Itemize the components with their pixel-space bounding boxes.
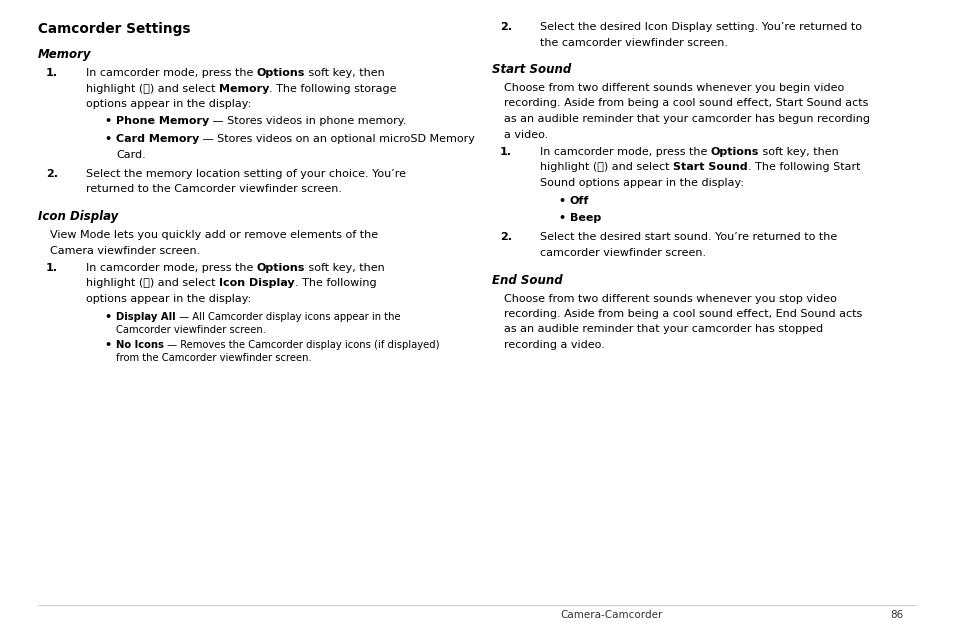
Text: Options: Options xyxy=(256,263,305,273)
Text: In camcorder mode, press the: In camcorder mode, press the xyxy=(86,263,256,273)
Text: Card.: Card. xyxy=(116,149,146,160)
Text: . The following storage: . The following storage xyxy=(269,83,396,93)
Text: highlight (Ⓝ) and select: highlight (Ⓝ) and select xyxy=(86,83,219,93)
Text: from the Camcorder viewfinder screen.: from the Camcorder viewfinder screen. xyxy=(116,353,312,363)
Text: 2.: 2. xyxy=(499,233,512,242)
Text: as an audible reminder that your camcorder has stopped: as an audible reminder that your camcord… xyxy=(503,324,822,335)
Text: soft key, then: soft key, then xyxy=(759,147,838,157)
Text: Camcorder viewfinder screen.: Camcorder viewfinder screen. xyxy=(116,325,266,335)
Text: •: • xyxy=(104,116,111,127)
Text: Display All: Display All xyxy=(116,312,175,322)
Text: Select the memory location setting of your choice. You’re: Select the memory location setting of yo… xyxy=(86,169,406,179)
Text: Off: Off xyxy=(569,195,589,205)
Text: •: • xyxy=(104,340,111,350)
Text: recording a video.: recording a video. xyxy=(503,340,604,350)
Text: Choose from two different sounds whenever you begin video: Choose from two different sounds wheneve… xyxy=(503,83,843,93)
Text: options appear in the display:: options appear in the display: xyxy=(86,99,251,109)
Text: Choose from two different sounds whenever you stop video: Choose from two different sounds wheneve… xyxy=(503,293,836,303)
Text: Options: Options xyxy=(710,147,759,157)
Text: highlight (Ⓝ) and select: highlight (Ⓝ) and select xyxy=(86,279,219,289)
Text: soft key, then: soft key, then xyxy=(305,263,385,273)
Text: . The following: . The following xyxy=(294,279,375,289)
Text: Start Sound: Start Sound xyxy=(672,163,747,172)
Text: 2.: 2. xyxy=(499,22,512,32)
Text: Memory: Memory xyxy=(38,48,91,61)
Text: 1.: 1. xyxy=(499,147,512,157)
Text: options appear in the display:: options appear in the display: xyxy=(86,294,251,304)
Text: — Stores videos on an optional microSD Memory: — Stores videos on an optional microSD M… xyxy=(199,134,475,144)
Text: In camcorder mode, press the: In camcorder mode, press the xyxy=(539,147,710,157)
Text: Card Memory: Card Memory xyxy=(116,134,199,144)
Text: as an audible reminder that your camcorder has begun recording: as an audible reminder that your camcord… xyxy=(503,114,869,124)
Text: recording. Aside from being a cool sound effect, End Sound acts: recording. Aside from being a cool sound… xyxy=(503,309,862,319)
Text: — Stores videos in phone memory.: — Stores videos in phone memory. xyxy=(209,116,406,127)
Text: •: • xyxy=(104,134,111,144)
Text: No Icons: No Icons xyxy=(116,340,164,350)
Text: a video.: a video. xyxy=(503,130,548,139)
Text: End Sound: End Sound xyxy=(492,273,562,286)
Text: highlight (Ⓝ) and select: highlight (Ⓝ) and select xyxy=(539,163,672,172)
Text: — All Camcorder display icons appear in the: — All Camcorder display icons appear in … xyxy=(175,312,400,322)
Text: View Mode lets you quickly add or remove elements of the: View Mode lets you quickly add or remove… xyxy=(50,230,377,240)
Text: . The following Start: . The following Start xyxy=(747,163,860,172)
Text: In camcorder mode, press the: In camcorder mode, press the xyxy=(86,68,256,78)
Text: 2.: 2. xyxy=(46,169,58,179)
Text: Icon Display: Icon Display xyxy=(38,210,118,223)
Text: — Removes the Camcorder display icons (if displayed): — Removes the Camcorder display icons (i… xyxy=(164,340,439,350)
Text: 1.: 1. xyxy=(46,263,58,273)
Text: •: • xyxy=(104,312,111,322)
Text: Select the desired Icon Display setting. You’re returned to: Select the desired Icon Display setting.… xyxy=(539,22,862,32)
Text: Select the desired start sound. You’re returned to the: Select the desired start sound. You’re r… xyxy=(539,233,837,242)
Text: camcorder viewfinder screen.: camcorder viewfinder screen. xyxy=(539,248,705,258)
Text: Camera-Camcorder: Camera-Camcorder xyxy=(559,610,661,620)
Text: returned to the Camcorder viewfinder screen.: returned to the Camcorder viewfinder scr… xyxy=(86,184,341,195)
Text: Start Sound: Start Sound xyxy=(492,63,571,76)
Text: Sound options appear in the display:: Sound options appear in the display: xyxy=(539,178,743,188)
Text: •: • xyxy=(558,213,564,223)
Text: Memory: Memory xyxy=(219,83,269,93)
Text: Camera viewfinder screen.: Camera viewfinder screen. xyxy=(50,245,200,256)
Text: 86: 86 xyxy=(889,610,902,620)
Text: recording. Aside from being a cool sound effect, Start Sound acts: recording. Aside from being a cool sound… xyxy=(503,99,867,109)
Text: the camcorder viewfinder screen.: the camcorder viewfinder screen. xyxy=(539,38,727,48)
Text: Options: Options xyxy=(256,68,305,78)
Text: Camcorder Settings: Camcorder Settings xyxy=(38,22,191,36)
Text: soft key, then: soft key, then xyxy=(305,68,385,78)
Text: Beep: Beep xyxy=(569,213,600,223)
Text: 1.: 1. xyxy=(46,68,58,78)
Text: Phone Memory: Phone Memory xyxy=(116,116,209,127)
Text: Icon Display: Icon Display xyxy=(219,279,294,289)
Text: •: • xyxy=(558,195,564,205)
